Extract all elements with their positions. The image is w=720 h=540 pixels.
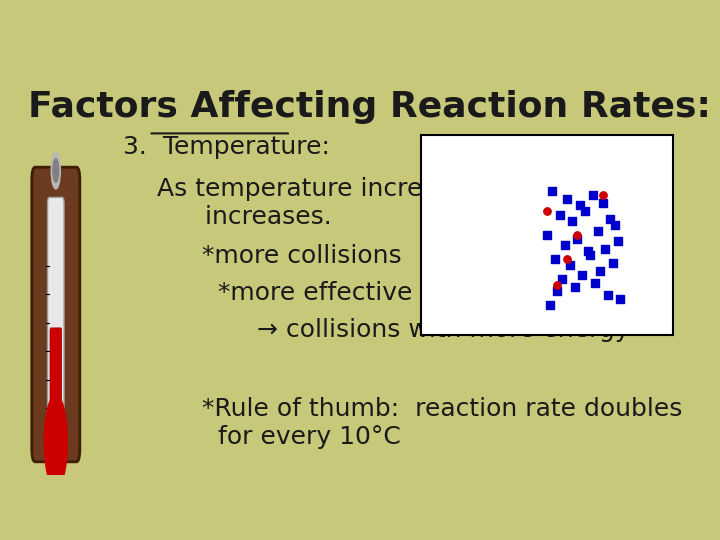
Point [609, 220, 621, 229]
Point [597, 191, 608, 199]
Point [574, 200, 585, 209]
Point [562, 194, 573, 203]
Point [544, 300, 556, 309]
Point [567, 217, 578, 225]
Point [604, 214, 616, 223]
Point [572, 234, 583, 243]
Point [607, 259, 618, 267]
Text: *more effective collisions: *more effective collisions [218, 281, 535, 305]
Text: 3.  Temperature:: 3. Temperature: [124, 136, 330, 159]
Point [552, 287, 563, 295]
Point [587, 191, 598, 199]
FancyBboxPatch shape [50, 328, 62, 435]
Text: *more collisions: *more collisions [202, 244, 401, 268]
Point [572, 231, 583, 239]
Point [612, 237, 624, 245]
FancyBboxPatch shape [32, 167, 80, 462]
Point [597, 199, 608, 207]
Point [589, 279, 600, 287]
Circle shape [53, 159, 59, 183]
Text: *Rule of thumb:  reaction rate doubles
  for every 10°C: *Rule of thumb: reaction rate doubles fo… [202, 397, 682, 449]
FancyBboxPatch shape [48, 197, 64, 438]
Point [541, 231, 553, 239]
Point [554, 211, 566, 219]
Point [585, 251, 596, 259]
Point [579, 207, 590, 215]
Text: As temperature increases, reaction rate
      increases.: As temperature increases, reaction rate … [157, 177, 656, 229]
Text: → collisions with more energy: → collisions with more energy [258, 319, 630, 342]
Point [599, 245, 611, 253]
Point [594, 267, 606, 275]
Point [592, 227, 603, 235]
Point [559, 240, 570, 249]
Point [569, 282, 580, 291]
Point [541, 207, 553, 215]
Text: Factors Affecting Reaction Rates:: Factors Affecting Reaction Rates: [27, 90, 711, 124]
Point [564, 260, 575, 269]
Circle shape [44, 395, 68, 489]
Point [577, 271, 588, 279]
Point [582, 247, 593, 255]
Point [615, 294, 626, 303]
Point [552, 281, 563, 289]
Point [549, 254, 560, 263]
Point [546, 187, 558, 195]
Circle shape [51, 152, 60, 189]
Point [602, 291, 613, 299]
Point [557, 274, 568, 283]
Point [562, 254, 573, 263]
